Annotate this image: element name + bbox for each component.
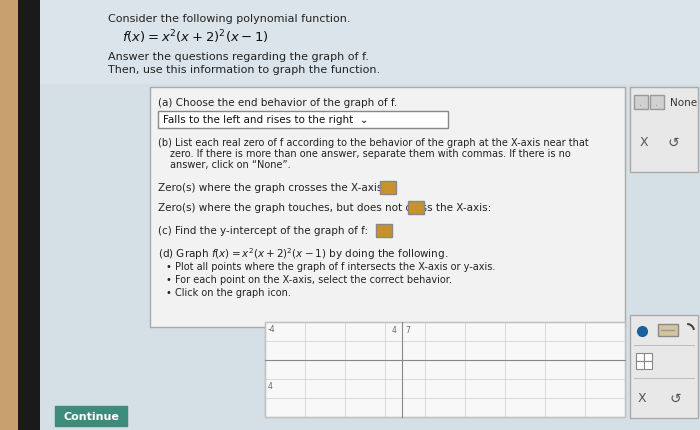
Text: (c) Find the y-intercept of the graph of f:: (c) Find the y-intercept of the graph of… — [158, 225, 368, 236]
Text: Falls to the left and rises to the right  ⌄: Falls to the left and rises to the right… — [163, 115, 368, 125]
Bar — [408, 202, 424, 215]
Text: 4: 4 — [268, 381, 273, 390]
Bar — [636, 353, 644, 361]
Text: X: X — [638, 392, 647, 405]
Bar — [658, 324, 678, 336]
Text: ↺: ↺ — [668, 136, 680, 150]
Text: 7: 7 — [406, 325, 411, 334]
Bar — [630, 315, 698, 418]
Bar — [634, 96, 648, 110]
Bar — [644, 353, 652, 361]
Text: (b) List each real zero of f according to the behavior of the graph at the X-axi: (b) List each real zero of f according t… — [158, 138, 589, 147]
Bar — [158, 112, 448, 129]
Bar — [40, 0, 700, 85]
Text: X: X — [640, 136, 649, 149]
Bar — [150, 88, 625, 327]
Text: $f(x)=x^2(x+2)^2(x-1)$: $f(x)=x^2(x+2)^2(x-1)$ — [122, 28, 269, 46]
Bar — [636, 361, 644, 369]
Text: ↺: ↺ — [670, 391, 682, 405]
Text: • Click on the graph icon.: • Click on the graph icon. — [166, 287, 291, 297]
Text: Answer the questions regarding the graph of f.: Answer the questions regarding the graph… — [108, 52, 369, 62]
Text: • For each point on the X-axis, select the correct behavior.: • For each point on the X-axis, select t… — [166, 274, 452, 284]
Text: .: . — [655, 98, 659, 108]
Text: • Plot all points where the graph of f intersects the X-axis or y-axis.: • Plot all points where the graph of f i… — [166, 261, 496, 271]
Bar — [55, 406, 127, 426]
Bar — [18, 0, 40, 430]
Text: 4: 4 — [391, 325, 396, 334]
Text: (d) Graph $f(x)=x^2(x+2)^2(x-1)$ by doing the following.: (d) Graph $f(x)=x^2(x+2)^2(x-1)$ by doin… — [158, 246, 448, 261]
Text: .: . — [640, 98, 643, 108]
Text: Then, use this information to graph the function.: Then, use this information to graph the … — [108, 65, 380, 75]
Text: answer, click on “None”.: answer, click on “None”. — [170, 160, 290, 169]
Text: (a) Choose the end behavior of the graph of f.: (a) Choose the end behavior of the graph… — [158, 98, 398, 108]
Bar — [630, 88, 698, 172]
Text: zero. If there is more than one answer, separate them with commas. If there is n: zero. If there is more than one answer, … — [170, 149, 570, 159]
Bar — [376, 224, 392, 237]
Bar — [380, 181, 396, 194]
Text: None: None — [670, 98, 697, 108]
Text: Consider the following polynomial function.: Consider the following polynomial functi… — [108, 14, 351, 24]
Bar — [644, 361, 652, 369]
Text: Continue: Continue — [63, 411, 119, 421]
Bar — [650, 96, 664, 110]
Bar — [265, 322, 625, 417]
Text: -4: -4 — [268, 325, 276, 334]
Bar — [0, 0, 18, 430]
Text: Zero(s) where the graph touches, but does not cross the X-axis:: Zero(s) where the graph touches, but doe… — [158, 203, 491, 212]
Text: Zero(s) where the graph crosses the X-axis:: Zero(s) where the graph crosses the X-ax… — [158, 183, 386, 193]
